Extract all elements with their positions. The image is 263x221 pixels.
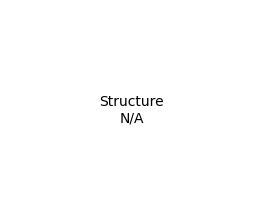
Text: Structure
N/A: Structure N/A <box>99 95 164 126</box>
